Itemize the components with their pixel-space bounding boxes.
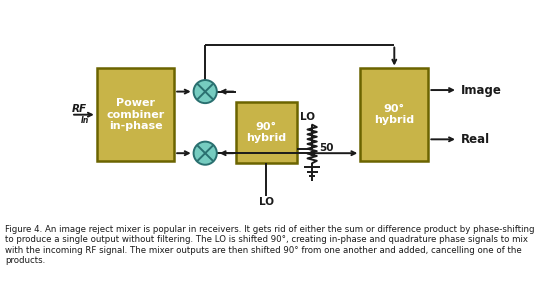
Text: Real: Real: [461, 133, 490, 146]
Text: Power
combiner
in-phase: Power combiner in-phase: [107, 98, 165, 131]
Text: LO: LO: [259, 197, 274, 207]
Text: Figure 4. An image reject mixer is popular in receivers. It gets rid of either t: Figure 4. An image reject mixer is popul…: [5, 225, 534, 265]
Circle shape: [194, 80, 217, 103]
Text: LO: LO: [300, 112, 315, 122]
Text: RF: RF: [72, 104, 87, 114]
Circle shape: [194, 142, 217, 165]
Text: In: In: [80, 116, 89, 125]
FancyBboxPatch shape: [236, 102, 296, 163]
Text: 90°
hybrid: 90° hybrid: [246, 122, 287, 143]
FancyBboxPatch shape: [97, 69, 174, 161]
Text: Figure 4. An image reject mixer is popular in receivers. It gets rid of either t: Figure 4. An image reject mixer is popul…: [0, 281, 1, 282]
Text: Image: Image: [461, 83, 502, 96]
Text: 50: 50: [319, 143, 334, 153]
FancyBboxPatch shape: [360, 69, 428, 161]
Text: 90°
hybrid: 90° hybrid: [374, 104, 414, 125]
